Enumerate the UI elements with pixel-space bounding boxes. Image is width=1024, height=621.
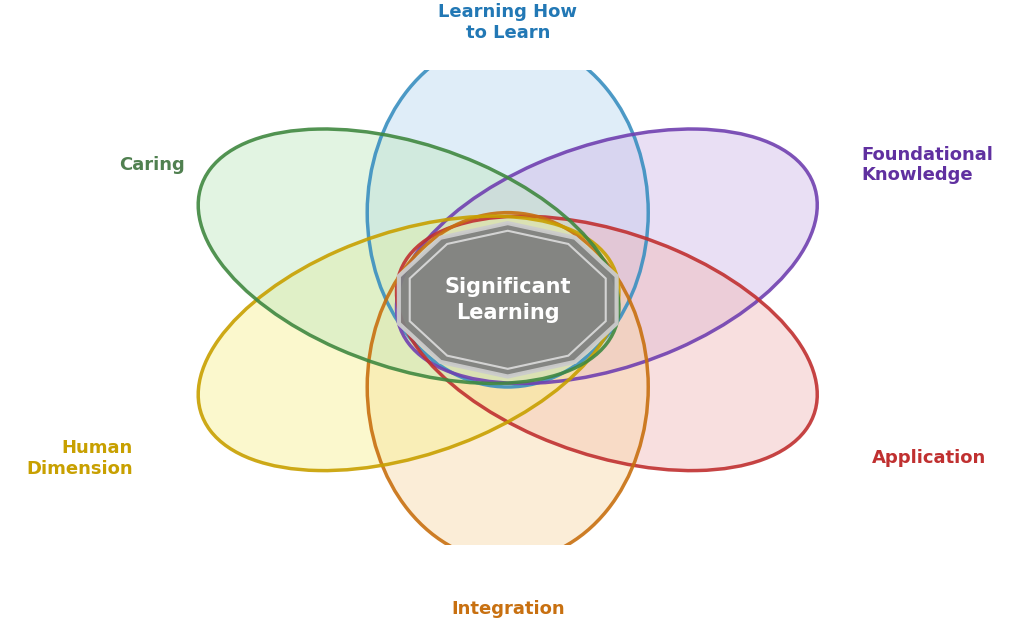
Text: Learning How
to Learn: Learning How to Learn xyxy=(438,3,578,42)
Ellipse shape xyxy=(199,129,618,383)
Text: Significant
Learning: Significant Learning xyxy=(444,277,571,322)
Text: Application: Application xyxy=(872,450,986,467)
Ellipse shape xyxy=(368,39,648,387)
Ellipse shape xyxy=(368,212,648,561)
Ellipse shape xyxy=(199,216,618,471)
Ellipse shape xyxy=(396,216,817,471)
Text: Caring: Caring xyxy=(120,156,185,174)
Ellipse shape xyxy=(396,129,817,383)
Polygon shape xyxy=(398,223,616,376)
Text: Human
Dimension: Human Dimension xyxy=(27,439,133,478)
Text: Foundational
Knowledge: Foundational Knowledge xyxy=(861,146,993,184)
Text: Integration: Integration xyxy=(451,600,564,618)
